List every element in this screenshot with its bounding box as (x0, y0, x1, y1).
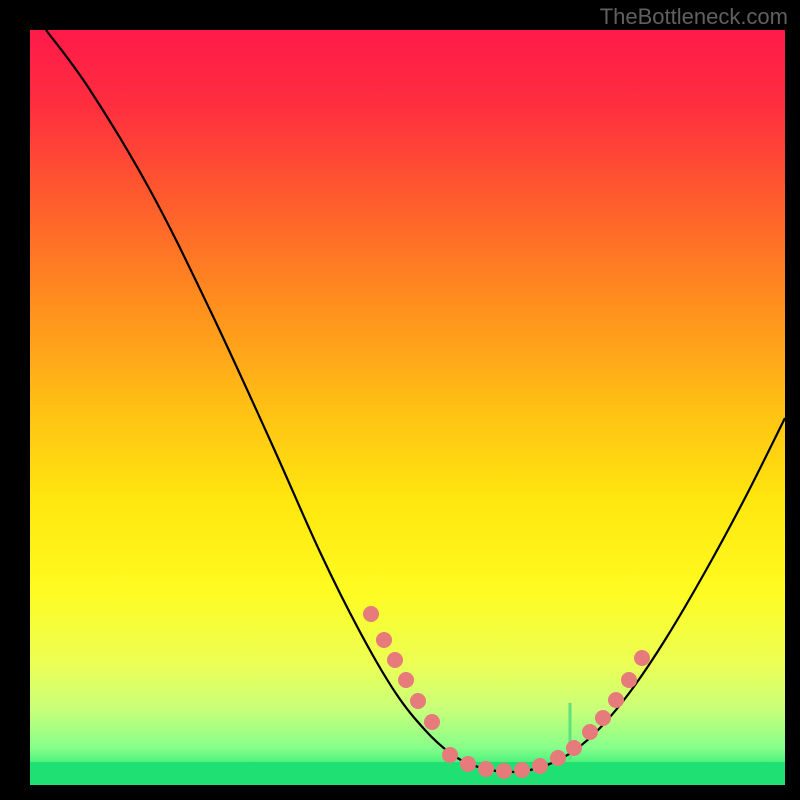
watermark-text: TheBottleneck.com (600, 4, 788, 30)
marker-dot (496, 763, 512, 779)
marker-dot (363, 606, 379, 622)
bottleneck-chart: TheBottleneck.com (0, 0, 800, 800)
marker-dot (410, 693, 426, 709)
marker-dot (387, 652, 403, 668)
gradient-plot-area (30, 30, 785, 785)
marker-dot (566, 740, 582, 756)
marker-dot (532, 758, 548, 774)
marker-dot (582, 724, 598, 740)
marker-dot (514, 762, 530, 778)
marker-dot (621, 672, 637, 688)
marker-dot (424, 714, 440, 730)
marker-dot (398, 672, 414, 688)
green-baseline-band (30, 762, 785, 785)
marker-dot (550, 750, 566, 766)
marker-dot (608, 692, 624, 708)
marker-dot (634, 650, 650, 666)
marker-dot (478, 761, 494, 777)
marker-dot (442, 747, 458, 763)
marker-dot (595, 710, 611, 726)
marker-dot (376, 632, 392, 648)
marker-dot (460, 756, 476, 772)
chart-svg (0, 0, 800, 800)
